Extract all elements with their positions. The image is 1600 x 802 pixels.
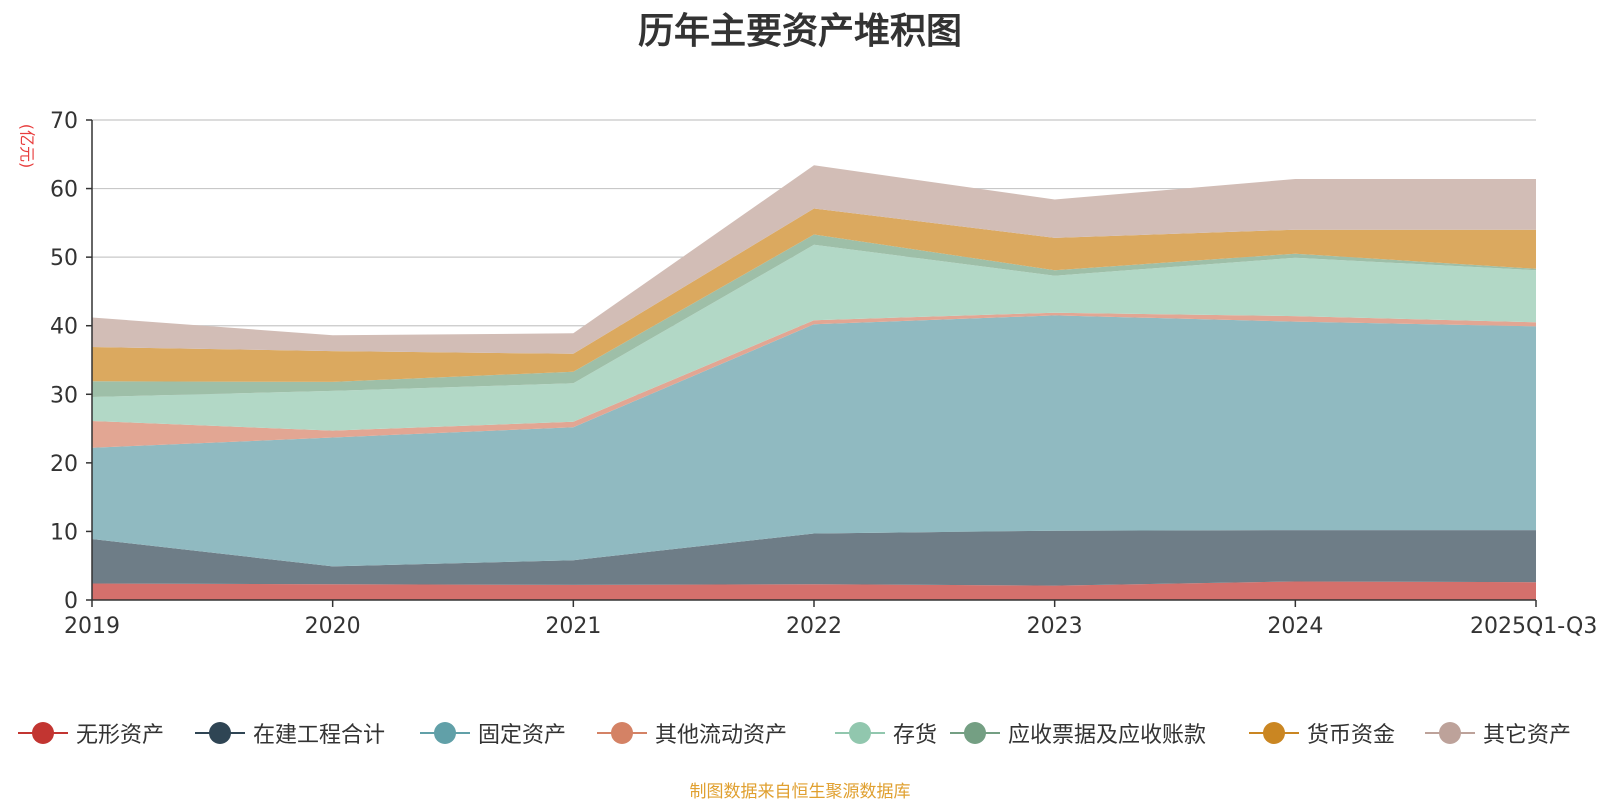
area-series-1 [92,530,1536,586]
y-tick-label-60: 60 [50,178,78,203]
y-tick-label-70: 70 [50,109,78,134]
x-tick-label-5: 2024 [1267,614,1323,639]
area-series-2 [92,315,1536,567]
legend-item-3[interactable]: 其他流动资产 [597,718,787,748]
legend-label: 固定资产 [478,723,567,748]
legend-item-1[interactable]: 在建工程合计 [195,718,385,748]
legend-item-5[interactable]: 应收票据及应收账款 [950,718,1206,748]
legend-marker-icon [1249,718,1299,748]
x-tick-label-6: 2025Q1-Q3 [1470,614,1597,639]
y-tick-label-50: 50 [50,246,78,271]
x-tick-label-0: 2019 [64,614,120,639]
x-tick-label-2: 2021 [545,614,601,639]
y-tick-label-10: 10 [50,520,78,545]
legend-marker-icon [950,718,1000,748]
legend-marker-icon [597,718,647,748]
legend-marker-icon [195,718,245,748]
legend-label: 在建工程合计 [253,723,386,748]
legend-item-7[interactable]: 其它资产 [1425,718,1571,748]
legend-label: 其它资产 [1483,723,1572,748]
legend-item-0[interactable]: 无形资产 [18,718,164,748]
source-note: 制图数据来自恒生聚源数据库 [689,782,911,802]
legend-marker-icon [835,718,885,748]
legend-label: 应收票据及应收账款 [1008,723,1207,748]
stacked-area-chart: 0 10 20 30 40 50 60 70 2019 2020 2021 2022 2023 2024 2… [50,109,1597,639]
axes: 0 10 20 30 40 50 60 70 2019 2020 2021 2022 2023 2024 2… [50,109,1597,639]
area-series-4 [92,244,1536,431]
legend-item-6[interactable]: 货币资金 [1249,718,1395,748]
area-series-6 [92,208,1536,382]
legend-label: 无形资产 [76,723,165,748]
x-tick-label-1: 2020 [305,614,361,639]
legend-item-2[interactable]: 固定资产 [420,718,566,748]
legend-marker-icon [420,718,470,748]
chart-title: 历年主要资产堆积图 [637,11,962,52]
y-tick-label-0: 0 [64,589,78,614]
legend-label: 其他流动资产 [655,723,788,748]
x-tick-label-4: 2023 [1027,614,1083,639]
legend-marker-icon [1425,718,1475,748]
area-series-0 [92,581,1536,600]
area-series-7 [92,165,1536,354]
y-tick-label-30: 30 [50,383,78,408]
x-tick-label-3: 2022 [786,614,842,639]
legend: 无形资产 在建工程合计 固定资产 其他流动资产 存货 应收票据及应收账款 货币资金 其它资产 [0,718,1600,748]
legend-marker-icon [18,718,68,748]
y-tick-label-40: 40 [50,315,78,340]
y-tick-label-20: 20 [50,452,78,477]
area-series-3 [92,312,1536,448]
legend-label: 货币资金 [1307,723,1396,748]
legend-item-4[interactable]: 存货 [835,718,937,748]
legend-label: 存货 [893,723,938,748]
area-series [92,165,1536,600]
